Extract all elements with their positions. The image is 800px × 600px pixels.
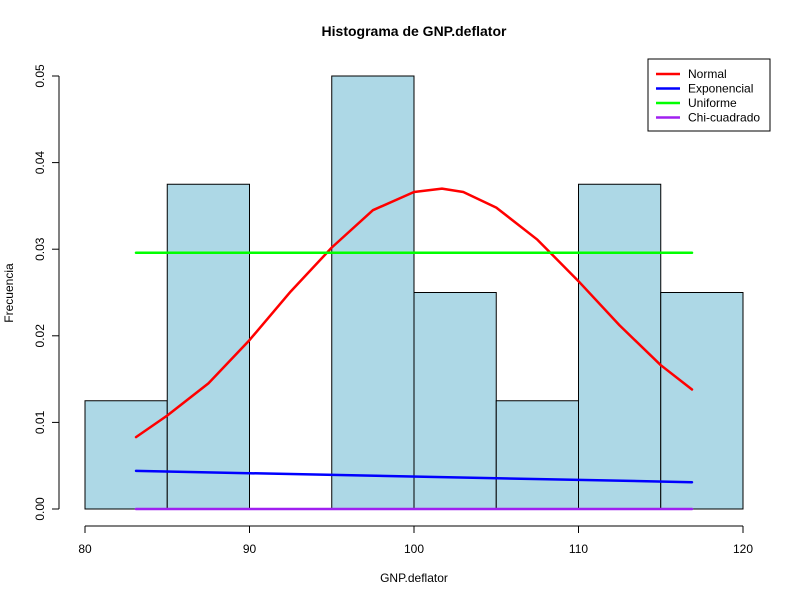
histogram-bar-5 <box>495 400 579 510</box>
histogram-bar-0 <box>84 400 168 510</box>
x-axis: 80 90 100 110 120 <box>78 525 753 556</box>
y-tick-label: 0.01 <box>33 410 47 434</box>
y-axis-label: Frecuencia <box>2 263 16 323</box>
y-tick-label: 0.02 <box>33 324 47 348</box>
density-curves <box>134 187 694 511</box>
histogram-bars <box>84 75 744 510</box>
y-axis: 0.00 0.01 0.02 0.03 0.04 0.05 <box>33 64 60 521</box>
x-tick-label: 110 <box>569 542 588 556</box>
chart-title: Histograma de GNP.deflator <box>322 23 507 39</box>
legend-label-normal: Normal <box>688 67 727 81</box>
histogram-bar-1 <box>166 183 250 510</box>
x-tick-label: 120 <box>733 542 753 556</box>
histogram-bar-3 <box>331 75 415 510</box>
series-line-normal <box>134 187 694 439</box>
x-tick-label: 100 <box>404 542 424 556</box>
x-tick-label: 90 <box>243 542 257 556</box>
legend-label-uniforme: Uniforme <box>688 96 737 110</box>
y-tick-label: 0.05 <box>33 64 47 88</box>
y-tick-label: 0.03 <box>33 237 47 261</box>
x-axis-label: GNP.deflator <box>380 571 448 585</box>
legend-label-chi-cuadrado: Chi-cuadrado <box>688 111 760 125</box>
histogram-bar-6 <box>578 183 662 510</box>
legend-box <box>647 58 771 132</box>
histogram-bar-4 <box>413 292 497 510</box>
y-tick-label: 0.04 <box>33 151 47 175</box>
y-tick-label: 0.00 <box>33 497 47 521</box>
x-tick-label: 80 <box>78 542 92 556</box>
legend-label-exponencial: Exponencial <box>688 82 753 96</box>
series-line-exponencial <box>134 469 694 484</box>
histogram-bar-7 <box>660 292 744 510</box>
